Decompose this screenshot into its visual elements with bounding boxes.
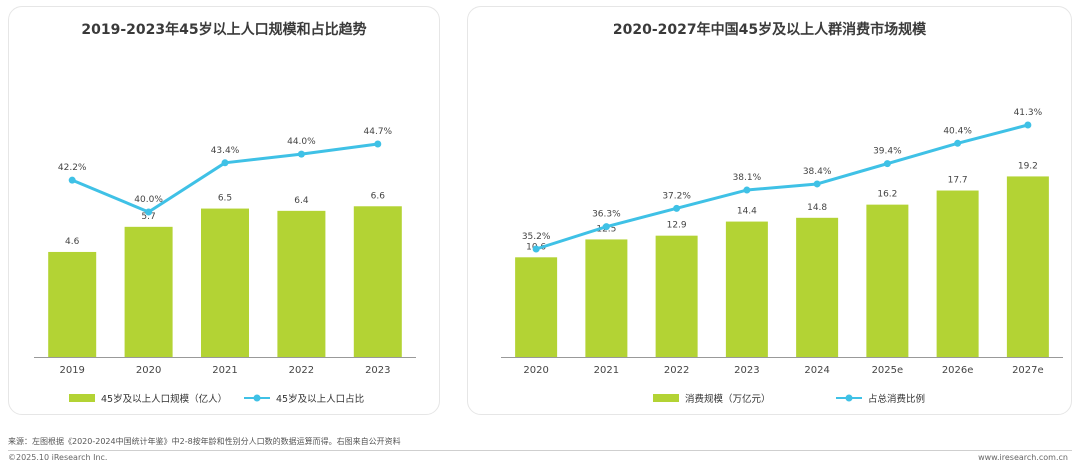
bar-2020 — [124, 226, 173, 357]
line-value-label: 40.4% — [943, 126, 972, 136]
bar-2022 — [655, 235, 698, 357]
line-point-2022 — [673, 204, 681, 212]
bar-value-label: 19.2 — [1018, 161, 1038, 171]
x-tick-label: 2021 — [594, 365, 619, 376]
left-chart-panel: 2019-2023年45岁以上人口规模和占比趋势 4.6 5.7 6.5 6.4 6.6… — [8, 6, 440, 415]
legend-label: 45岁及以上人口规模（亿人） — [101, 393, 227, 405]
x-tick-label: 2027e — [1012, 365, 1044, 376]
bar-2024 — [796, 217, 839, 357]
line-series-path — [535, 123, 1029, 251]
x-tick-label: 2023 — [365, 365, 390, 376]
x-tick-label: 2022 — [664, 365, 689, 376]
right-chart-title: 2020-2027年中国45岁及以上人群消费市场规模 — [612, 22, 927, 38]
bar-value-label: 12.9 — [667, 221, 687, 231]
bar-2027e — [1006, 176, 1049, 357]
line-value-label: 38.4% — [803, 167, 832, 177]
bar-value-label: 14.4 — [737, 207, 757, 217]
bar-value-label: 17.7 — [948, 176, 968, 186]
line-point-2021 — [602, 223, 610, 231]
x-tick-label: 2020 — [523, 365, 548, 376]
bar-value-label: 6.5 — [218, 194, 232, 204]
legend-label: 占总消费比例 — [868, 393, 925, 405]
line-value-label: 38.1% — [733, 173, 762, 183]
line-value-label: 43.4% — [211, 146, 240, 156]
copyright-text: ©2025.10 iResearch Inc. — [8, 453, 108, 462]
footer-divider — [8, 450, 1072, 451]
line-value-label: 44.7% — [364, 127, 393, 137]
line-value-label: 35.2% — [522, 232, 551, 242]
legend-label: 消费规模（万亿元） — [685, 393, 771, 405]
x-tick-label: 2022 — [289, 365, 314, 376]
line-point-2020 — [145, 208, 153, 216]
right-chart-svg: 10.612.512.914.414.816.217.719.220202021… — [501, 108, 1063, 405]
legend-bar-swatch — [69, 394, 95, 402]
x-tick-label: 2020 — [136, 365, 161, 376]
line-point-2023 — [374, 140, 382, 148]
line-point-2021 — [221, 159, 229, 167]
bar-2023 — [353, 206, 402, 357]
source-footnote: 来源：左图根据《2020-2024中国统计年鉴》中2-8按年龄和性别分人口数的数… — [8, 437, 401, 446]
line-value-label: 36.3% — [592, 210, 621, 220]
bar-2021 — [585, 239, 628, 357]
line-point-2023 — [743, 186, 751, 194]
left-chart-svg: 4.6 5.7 6.5 6.4 6.6 2019 2020 2021 2022 2023 42.2%… — [34, 127, 416, 405]
line-point-2026e — [954, 139, 962, 147]
bar-value-label: 4.6 — [65, 237, 80, 247]
line-point-2019 — [68, 176, 76, 184]
x-tick-label: 2021 — [212, 365, 237, 376]
x-tick-label: 2019 — [59, 365, 84, 376]
website-link[interactable]: www.iresearch.com.cn — [978, 453, 1068, 462]
line-value-label: 41.3% — [1014, 108, 1043, 118]
bar-value-label: 6.4 — [294, 196, 309, 206]
bar-value-label: 14.8 — [807, 203, 827, 213]
line-value-label: 37.2% — [662, 191, 691, 201]
bar-2021 — [201, 208, 249, 357]
line-point-2020 — [532, 245, 540, 253]
x-tick-label: 2024 — [804, 365, 829, 376]
bar-2020 — [515, 257, 558, 357]
bar-value-label: 16.2 — [877, 190, 897, 200]
line-value-label: 42.2% — [58, 163, 87, 173]
bar-2026e — [936, 190, 979, 357]
line-point-2025e — [883, 160, 891, 168]
bar-2025e — [866, 204, 909, 357]
x-tick-label: 2026e — [942, 365, 974, 376]
bar-2019 — [48, 251, 97, 357]
right-chart-panel: 2020-2027年中国45岁及以上人群消费市场规模 10.612.512.91… — [467, 6, 1072, 415]
line-point-2024 — [813, 180, 821, 188]
line-point-2027e — [1024, 121, 1032, 129]
bar-2023 — [725, 221, 768, 357]
x-tick-label: 2025e — [872, 365, 904, 376]
bar-2022 — [277, 210, 326, 357]
bar-value-label: 6.6 — [371, 191, 386, 201]
left-chart-title: 2019-2023年45岁以上人口规模和占比趋势 — [81, 22, 367, 38]
bar-value-label: 5.7 — [141, 212, 155, 222]
legend-line-marker — [253, 394, 261, 402]
line-value-label: 39.4% — [873, 147, 902, 157]
line-value-label: 40.0% — [134, 195, 163, 205]
x-tick-label: 2023 — [734, 365, 759, 376]
legend-label: 45岁及以上人口占比 — [276, 393, 364, 405]
line-point-2022 — [297, 150, 305, 158]
legend-line-marker — [845, 394, 853, 402]
legend-bar-swatch — [653, 394, 679, 402]
line-value-label: 44.0% — [287, 137, 316, 147]
